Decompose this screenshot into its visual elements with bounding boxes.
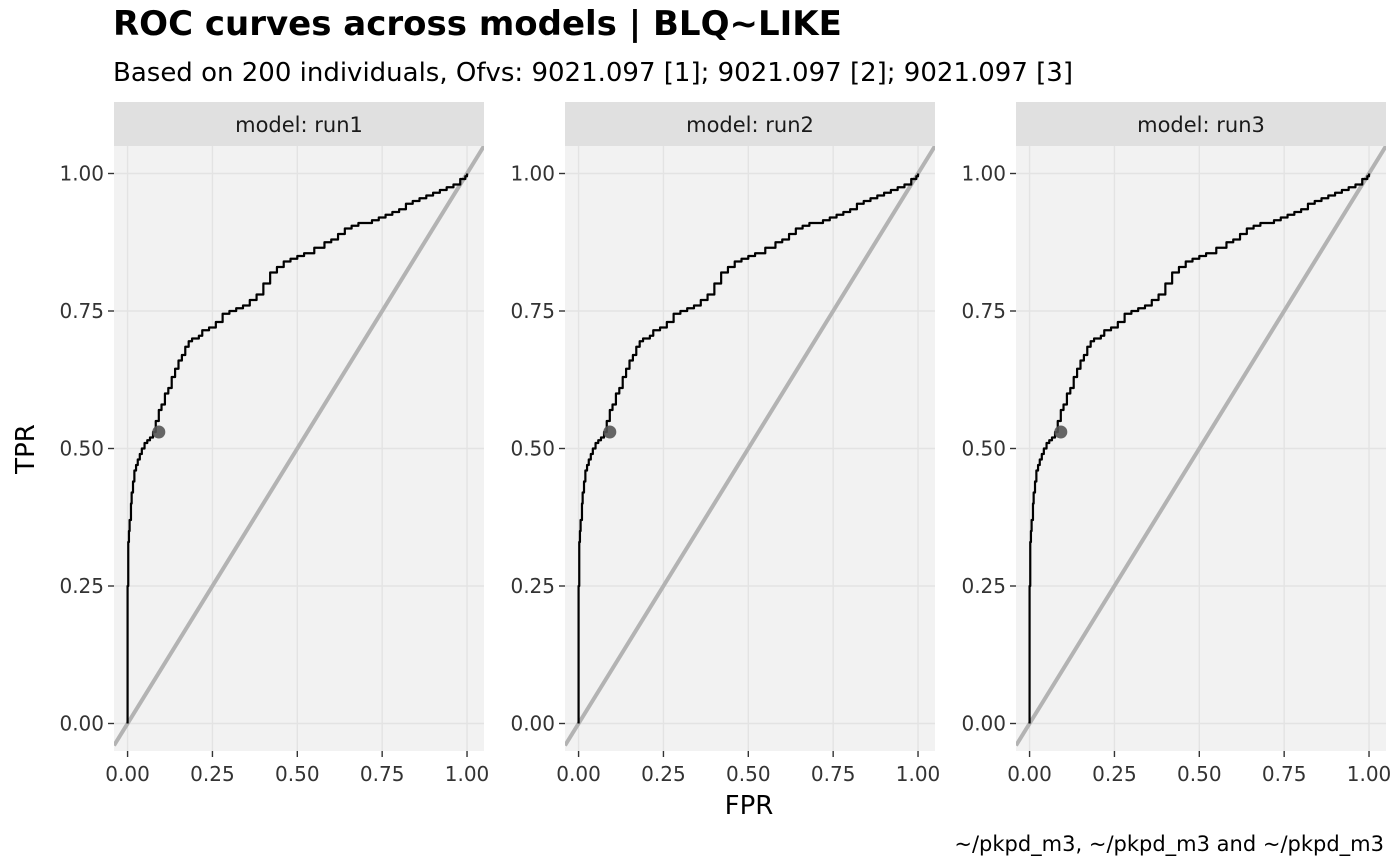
optimal-threshold-point xyxy=(1054,425,1068,439)
facet-panel-2: model: run2 0.00 0.25 0.50 0.75 1.00 0.00 0.25 0… xyxy=(510,102,941,786)
optimal-threshold-point xyxy=(152,425,166,439)
chart-caption: ~/pkpd_m3, ~/pkpd_m3 and ~/pkpd_m3 xyxy=(954,832,1384,857)
facet-strip-label: model: run1 xyxy=(235,113,363,137)
y-tick-label: 0.50 xyxy=(510,437,555,461)
roc-curve-line xyxy=(1028,173,1371,724)
optimal-threshold-point xyxy=(603,425,617,439)
roc-curve-line xyxy=(577,173,920,724)
x-tick-label: 1.00 xyxy=(1347,762,1392,786)
panel-plot-area xyxy=(565,146,935,747)
x-tick-label: 1.00 xyxy=(445,762,490,786)
x-tick-label: 0.75 xyxy=(360,762,405,786)
panel-plot-area xyxy=(1016,146,1386,747)
x-tick-label: 0.25 xyxy=(641,762,686,786)
y-tick-label: 1.00 xyxy=(59,162,104,186)
y-tick-label: 0.75 xyxy=(961,299,1006,323)
facet-strip-label: model: run3 xyxy=(1137,113,1265,137)
y-tick-label: 0.50 xyxy=(59,437,104,461)
facet-panel-3: model: run3 0.00 0.25 0.50 0.75 1.00 0.00 0.25 0… xyxy=(961,102,1392,786)
x-tick-label: 0.75 xyxy=(811,762,856,786)
y-axis-title: TPR xyxy=(11,424,41,475)
y-tick-label: 1.00 xyxy=(961,162,1006,186)
y-tick-label: 0.75 xyxy=(510,299,555,323)
x-tick-label: 0.00 xyxy=(105,762,150,786)
y-tick-label: 1.00 xyxy=(510,162,555,186)
x-tick-label: 0.50 xyxy=(1177,762,1222,786)
y-tick-label: 0.00 xyxy=(59,712,104,736)
y-tick-label: 0.25 xyxy=(510,574,555,598)
chart-title: ROC curves across models | BLQ~LIKE xyxy=(113,4,842,44)
panel-plot-area xyxy=(114,146,484,747)
x-tick-label: 0.00 xyxy=(1007,762,1052,786)
facet-strip xyxy=(1016,102,1386,146)
reference-diagonal xyxy=(565,146,935,747)
y-tick-label: 0.00 xyxy=(510,712,555,736)
chart-subtitle: Based on 200 individuals, Ofvs: 9021.097… xyxy=(113,58,1073,88)
facet-strip xyxy=(565,102,935,146)
x-tick-label: 0.50 xyxy=(275,762,320,786)
x-axis-title: FPR xyxy=(725,791,774,821)
y-tick-label: 0.25 xyxy=(961,574,1006,598)
facet-panel-1: model: run1 0.00 0.25 0.50 0.75 1.00 0.00 0.25 0… xyxy=(59,102,490,786)
facet-panels: model: run1 0.00 0.25 0.50 0.75 1.00 0.00 0.25 0… xyxy=(59,102,1392,786)
y-tick-label: 0.50 xyxy=(961,437,1006,461)
facet-strip-label: model: run2 xyxy=(686,113,814,137)
x-tick-label: 0.50 xyxy=(726,762,771,786)
y-tick-label: 0.75 xyxy=(59,299,104,323)
facet-strip xyxy=(114,102,484,146)
roc-curve-line xyxy=(126,173,469,724)
x-tick-label: 0.00 xyxy=(556,762,601,786)
reference-diagonal xyxy=(1016,146,1386,747)
x-tick-label: 0.75 xyxy=(1262,762,1307,786)
y-tick-label: 0.00 xyxy=(961,712,1006,736)
y-tick-label: 0.25 xyxy=(59,574,104,598)
x-tick-label: 1.00 xyxy=(896,762,941,786)
x-tick-label: 0.25 xyxy=(190,762,235,786)
reference-diagonal xyxy=(114,146,484,747)
x-tick-label: 0.25 xyxy=(1092,762,1137,786)
